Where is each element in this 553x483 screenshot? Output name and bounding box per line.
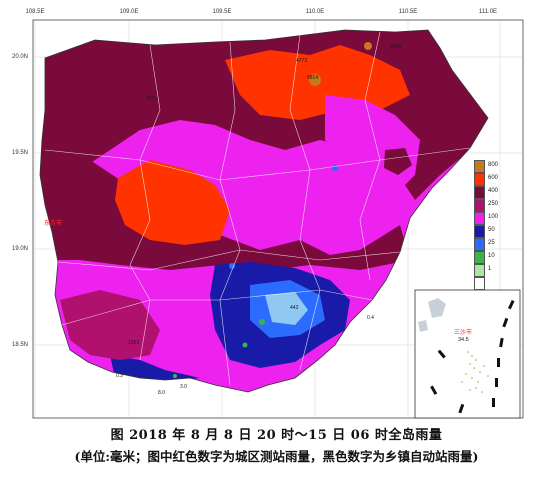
lon-label-110-0: 110.0E xyxy=(305,9,325,15)
legend-row: 1 xyxy=(474,264,514,278)
station-value: 1353 xyxy=(128,340,140,346)
rainfall-fill xyxy=(40,30,488,392)
station-value: 2811 xyxy=(146,96,157,102)
legend-value: 400 xyxy=(488,188,499,194)
sansha-rainfall-value: 34.5 xyxy=(458,337,469,343)
station-value: 0.3 xyxy=(116,373,123,379)
station-value: 6814 xyxy=(307,75,319,81)
legend-value: 800 xyxy=(488,162,499,168)
island-outline xyxy=(39,29,489,393)
lon-label-109-5: 109.5E xyxy=(212,9,232,15)
lon-label-108-5: 108.5E xyxy=(25,9,45,15)
legend-value: 100 xyxy=(488,214,499,220)
inset-map xyxy=(414,289,521,419)
legend-row: 600 xyxy=(474,173,514,187)
city-label-dongfang: 东方市 xyxy=(44,220,63,227)
legend-swatch xyxy=(474,212,485,225)
lat-label-19-0: 19.0N xyxy=(12,246,29,252)
legend-row: 400 xyxy=(474,186,514,200)
legend-swatch xyxy=(474,199,485,212)
county-boundaries xyxy=(44,31,471,386)
legend-value: 600 xyxy=(488,175,499,181)
legend-value: 25 xyxy=(488,240,495,246)
legend-value: 10 xyxy=(488,253,495,259)
caption-note: (单位:毫米；图中红色数字为城区测站雨量，黑色数字为乡镇自动站雨量) xyxy=(74,449,479,464)
station-value: 4773 xyxy=(296,58,308,64)
station-value: 8.0 xyxy=(158,390,165,396)
legend-swatch xyxy=(474,225,485,238)
station-value: 443 xyxy=(290,305,299,311)
lon-label-110-5: 110.5E xyxy=(398,9,418,15)
legend-swatch xyxy=(474,173,485,186)
lat-label-19-5: 19.5N xyxy=(12,150,29,156)
legend-row: 250 xyxy=(474,199,514,213)
legend-value: 250 xyxy=(488,201,499,207)
rainfall-map: 108.5E 109.0E 109.5E 110.0E 110.5E 111.0… xyxy=(12,9,524,419)
legend-row xyxy=(474,277,514,291)
lon-label-109-0: 109.0E xyxy=(119,9,139,15)
legend-row: 100 xyxy=(474,212,514,226)
city-label-sansha: 三沙市 xyxy=(454,329,473,336)
legend-row: 50 xyxy=(474,225,514,239)
legend-row: 25 xyxy=(474,238,514,252)
legend-swatch xyxy=(474,277,485,290)
lat-label-18-5: 18.5N xyxy=(12,342,29,348)
legend-row: 10 xyxy=(474,251,514,265)
station-value: 0.4 xyxy=(367,315,374,321)
legend-swatch xyxy=(474,238,485,251)
legend-swatch xyxy=(474,160,485,173)
legend-swatch xyxy=(474,186,485,199)
station-value: 5550 xyxy=(390,44,402,50)
map-svg xyxy=(32,19,524,419)
station-value: 3.0 xyxy=(180,384,187,390)
legend-row: 800 xyxy=(474,160,514,174)
legend-swatch xyxy=(474,264,485,277)
caption-title: 图 2018 年 8 月 8 日 20 时～15 日 06 时全岛雨量 xyxy=(110,428,443,443)
lat-label-20-0: 20.0N xyxy=(12,54,29,60)
legend-value: 1 xyxy=(488,266,492,272)
legend-value: 50 xyxy=(488,227,495,233)
lon-label-111-0: 111.0E xyxy=(478,9,498,15)
legend-swatch xyxy=(474,251,485,264)
